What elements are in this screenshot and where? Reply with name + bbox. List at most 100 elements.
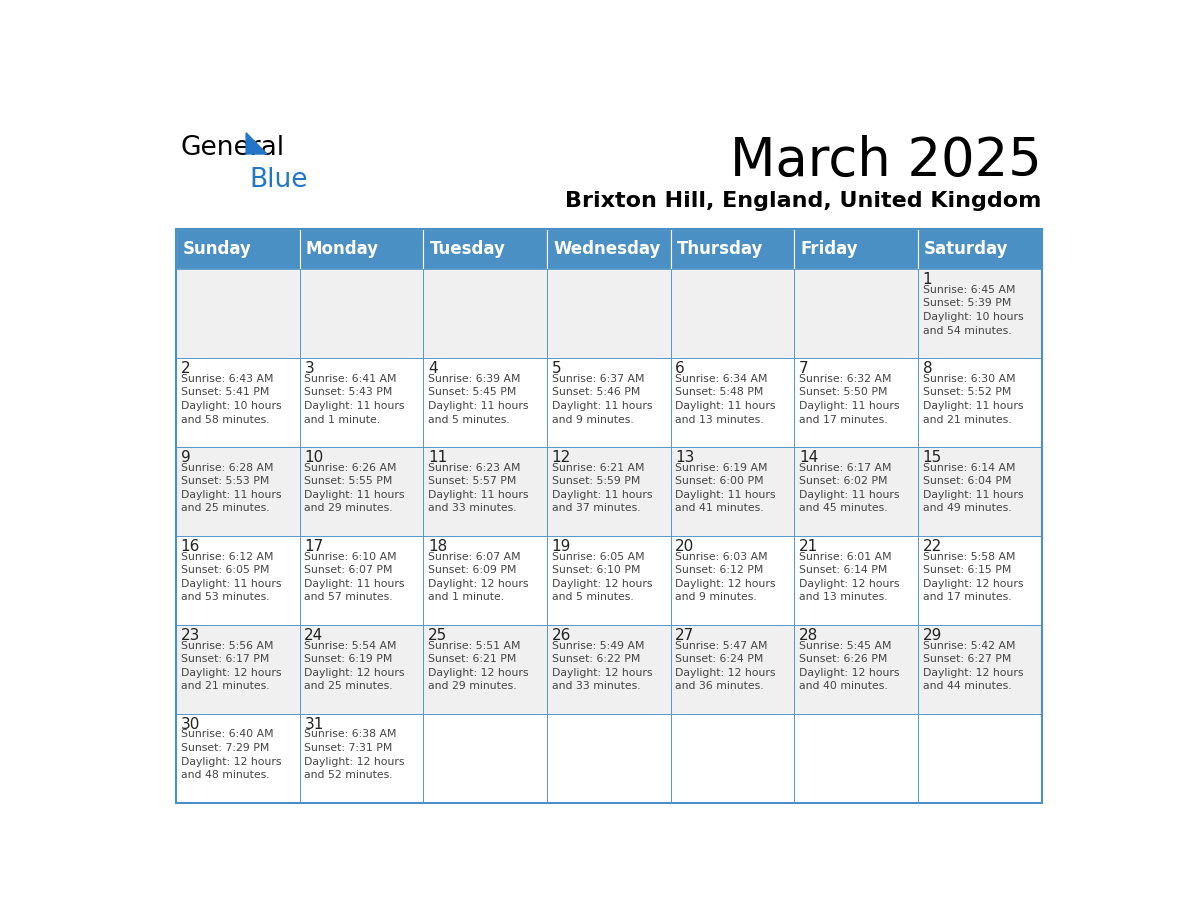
Text: 28: 28: [798, 628, 819, 643]
FancyBboxPatch shape: [795, 536, 918, 625]
Text: 11: 11: [428, 450, 447, 465]
Text: 27: 27: [675, 628, 695, 643]
Text: 16: 16: [181, 539, 200, 554]
FancyBboxPatch shape: [795, 229, 918, 269]
FancyBboxPatch shape: [546, 447, 671, 536]
FancyBboxPatch shape: [423, 447, 546, 536]
FancyBboxPatch shape: [671, 536, 795, 625]
FancyBboxPatch shape: [671, 358, 795, 447]
FancyBboxPatch shape: [176, 447, 299, 536]
Text: Sunday: Sunday: [182, 241, 251, 258]
Text: 2: 2: [181, 361, 190, 376]
Text: Sunrise: 6:39 AM
Sunset: 5:45 PM
Daylight: 11 hours
and 5 minutes.: Sunrise: 6:39 AM Sunset: 5:45 PM Dayligh…: [428, 374, 529, 424]
FancyBboxPatch shape: [546, 714, 671, 803]
Text: 17: 17: [304, 539, 323, 554]
Text: 14: 14: [798, 450, 819, 465]
FancyBboxPatch shape: [918, 536, 1042, 625]
Text: Sunrise: 6:05 AM
Sunset: 6:10 PM
Daylight: 12 hours
and 5 minutes.: Sunrise: 6:05 AM Sunset: 6:10 PM Dayligh…: [551, 552, 652, 602]
Text: Sunrise: 6:45 AM
Sunset: 5:39 PM
Daylight: 10 hours
and 54 minutes.: Sunrise: 6:45 AM Sunset: 5:39 PM Dayligh…: [923, 285, 1023, 336]
FancyBboxPatch shape: [176, 536, 299, 625]
Polygon shape: [246, 133, 267, 154]
FancyBboxPatch shape: [918, 229, 1042, 269]
FancyBboxPatch shape: [918, 358, 1042, 447]
Text: 6: 6: [675, 361, 685, 376]
FancyBboxPatch shape: [299, 714, 423, 803]
Text: Sunrise: 6:07 AM
Sunset: 6:09 PM
Daylight: 12 hours
and 1 minute.: Sunrise: 6:07 AM Sunset: 6:09 PM Dayligh…: [428, 552, 529, 602]
FancyBboxPatch shape: [176, 358, 299, 447]
Text: Sunrise: 6:10 AM
Sunset: 6:07 PM
Daylight: 11 hours
and 57 minutes.: Sunrise: 6:10 AM Sunset: 6:07 PM Dayligh…: [304, 552, 405, 602]
Text: 25: 25: [428, 628, 447, 643]
FancyBboxPatch shape: [299, 625, 423, 714]
Text: 18: 18: [428, 539, 447, 554]
FancyBboxPatch shape: [546, 358, 671, 447]
Text: Sunrise: 6:32 AM
Sunset: 5:50 PM
Daylight: 11 hours
and 17 minutes.: Sunrise: 6:32 AM Sunset: 5:50 PM Dayligh…: [798, 374, 899, 424]
Text: Sunrise: 5:47 AM
Sunset: 6:24 PM
Daylight: 12 hours
and 36 minutes.: Sunrise: 5:47 AM Sunset: 6:24 PM Dayligh…: [675, 641, 776, 691]
FancyBboxPatch shape: [423, 625, 546, 714]
Text: Monday: Monday: [307, 241, 379, 258]
Text: Sunrise: 6:28 AM
Sunset: 5:53 PM
Daylight: 11 hours
and 25 minutes.: Sunrise: 6:28 AM Sunset: 5:53 PM Dayligh…: [181, 463, 282, 513]
FancyBboxPatch shape: [918, 714, 1042, 803]
FancyBboxPatch shape: [546, 536, 671, 625]
Text: Sunrise: 5:49 AM
Sunset: 6:22 PM
Daylight: 12 hours
and 33 minutes.: Sunrise: 5:49 AM Sunset: 6:22 PM Dayligh…: [551, 641, 652, 691]
Text: March 2025: March 2025: [729, 135, 1042, 187]
FancyBboxPatch shape: [795, 358, 918, 447]
Text: Sunrise: 6:17 AM
Sunset: 6:02 PM
Daylight: 11 hours
and 45 minutes.: Sunrise: 6:17 AM Sunset: 6:02 PM Dayligh…: [798, 463, 899, 513]
Text: Sunrise: 6:23 AM
Sunset: 5:57 PM
Daylight: 11 hours
and 33 minutes.: Sunrise: 6:23 AM Sunset: 5:57 PM Dayligh…: [428, 463, 529, 513]
Text: 30: 30: [181, 717, 200, 732]
Text: Sunrise: 6:14 AM
Sunset: 6:04 PM
Daylight: 11 hours
and 49 minutes.: Sunrise: 6:14 AM Sunset: 6:04 PM Dayligh…: [923, 463, 1023, 513]
FancyBboxPatch shape: [918, 269, 1042, 358]
FancyBboxPatch shape: [671, 229, 795, 269]
FancyBboxPatch shape: [423, 714, 546, 803]
Text: 8: 8: [923, 361, 933, 376]
FancyBboxPatch shape: [176, 625, 299, 714]
Text: Sunrise: 6:19 AM
Sunset: 6:00 PM
Daylight: 11 hours
and 41 minutes.: Sunrise: 6:19 AM Sunset: 6:00 PM Dayligh…: [675, 463, 776, 513]
FancyBboxPatch shape: [546, 229, 671, 269]
FancyBboxPatch shape: [423, 536, 546, 625]
Text: 31: 31: [304, 717, 324, 732]
Text: 21: 21: [798, 539, 819, 554]
FancyBboxPatch shape: [299, 536, 423, 625]
FancyBboxPatch shape: [546, 269, 671, 358]
Text: Tuesday: Tuesday: [430, 241, 505, 258]
Text: Sunrise: 6:40 AM
Sunset: 7:29 PM
Daylight: 12 hours
and 48 minutes.: Sunrise: 6:40 AM Sunset: 7:29 PM Dayligh…: [181, 730, 282, 780]
Text: 24: 24: [304, 628, 323, 643]
Text: 5: 5: [551, 361, 561, 376]
Text: Sunrise: 5:56 AM
Sunset: 6:17 PM
Daylight: 12 hours
and 21 minutes.: Sunrise: 5:56 AM Sunset: 6:17 PM Dayligh…: [181, 641, 282, 691]
Text: Sunrise: 5:51 AM
Sunset: 6:21 PM
Daylight: 12 hours
and 29 minutes.: Sunrise: 5:51 AM Sunset: 6:21 PM Dayligh…: [428, 641, 529, 691]
Text: Sunrise: 5:58 AM
Sunset: 6:15 PM
Daylight: 12 hours
and 17 minutes.: Sunrise: 5:58 AM Sunset: 6:15 PM Dayligh…: [923, 552, 1023, 602]
FancyBboxPatch shape: [176, 229, 299, 269]
Text: Sunrise: 5:42 AM
Sunset: 6:27 PM
Daylight: 12 hours
and 44 minutes.: Sunrise: 5:42 AM Sunset: 6:27 PM Dayligh…: [923, 641, 1023, 691]
FancyBboxPatch shape: [176, 714, 299, 803]
Text: Sunrise: 6:38 AM
Sunset: 7:31 PM
Daylight: 12 hours
and 52 minutes.: Sunrise: 6:38 AM Sunset: 7:31 PM Dayligh…: [304, 730, 405, 780]
FancyBboxPatch shape: [918, 447, 1042, 536]
Text: 29: 29: [923, 628, 942, 643]
Text: Sunrise: 6:30 AM
Sunset: 5:52 PM
Daylight: 11 hours
and 21 minutes.: Sunrise: 6:30 AM Sunset: 5:52 PM Dayligh…: [923, 374, 1023, 424]
Text: 26: 26: [551, 628, 571, 643]
Text: 22: 22: [923, 539, 942, 554]
Text: Sunrise: 6:41 AM
Sunset: 5:43 PM
Daylight: 11 hours
and 1 minute.: Sunrise: 6:41 AM Sunset: 5:43 PM Dayligh…: [304, 374, 405, 424]
Text: General: General: [181, 135, 285, 161]
Text: 15: 15: [923, 450, 942, 465]
FancyBboxPatch shape: [671, 269, 795, 358]
Text: 10: 10: [304, 450, 323, 465]
Text: 7: 7: [798, 361, 809, 376]
Text: Sunrise: 6:03 AM
Sunset: 6:12 PM
Daylight: 12 hours
and 9 minutes.: Sunrise: 6:03 AM Sunset: 6:12 PM Dayligh…: [675, 552, 776, 602]
Text: 3: 3: [304, 361, 314, 376]
Text: Sunrise: 6:34 AM
Sunset: 5:48 PM
Daylight: 11 hours
and 13 minutes.: Sunrise: 6:34 AM Sunset: 5:48 PM Dayligh…: [675, 374, 776, 424]
FancyBboxPatch shape: [795, 714, 918, 803]
Text: Friday: Friday: [801, 241, 858, 258]
FancyBboxPatch shape: [795, 269, 918, 358]
Text: 13: 13: [675, 450, 695, 465]
FancyBboxPatch shape: [546, 625, 671, 714]
FancyBboxPatch shape: [299, 229, 423, 269]
Text: 1: 1: [923, 272, 933, 287]
Text: Sunrise: 6:12 AM
Sunset: 6:05 PM
Daylight: 11 hours
and 53 minutes.: Sunrise: 6:12 AM Sunset: 6:05 PM Dayligh…: [181, 552, 282, 602]
Text: Sunrise: 6:01 AM
Sunset: 6:14 PM
Daylight: 12 hours
and 13 minutes.: Sunrise: 6:01 AM Sunset: 6:14 PM Dayligh…: [798, 552, 899, 602]
FancyBboxPatch shape: [299, 447, 423, 536]
FancyBboxPatch shape: [176, 269, 299, 358]
Text: Wednesday: Wednesday: [554, 241, 661, 258]
Text: Sunrise: 6:43 AM
Sunset: 5:41 PM
Daylight: 10 hours
and 58 minutes.: Sunrise: 6:43 AM Sunset: 5:41 PM Dayligh…: [181, 374, 282, 424]
Text: Sunrise: 6:21 AM
Sunset: 5:59 PM
Daylight: 11 hours
and 37 minutes.: Sunrise: 6:21 AM Sunset: 5:59 PM Dayligh…: [551, 463, 652, 513]
Text: 4: 4: [428, 361, 437, 376]
FancyBboxPatch shape: [299, 358, 423, 447]
